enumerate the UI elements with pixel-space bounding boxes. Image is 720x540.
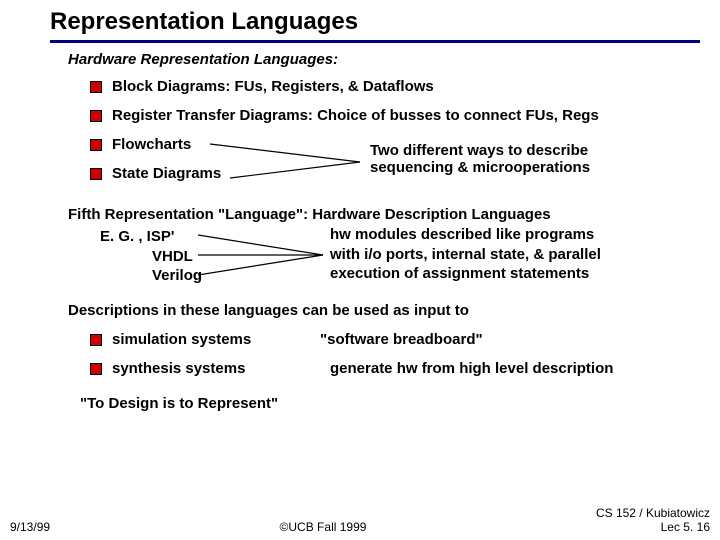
bullet-state-diagrams: State Diagrams <box>0 159 221 188</box>
fifth-representation-line: Fifth Representation "Language": Hardwar… <box>0 188 720 225</box>
hdl-examples-row: E. G. , ISP' VHDL Verilog hw modules des… <box>0 225 720 290</box>
bullet-flowcharts: Flowcharts <box>0 130 221 159</box>
eg-vhdl: VHDL <box>100 248 193 265</box>
bullet-simulation: simulation systems <box>0 325 251 354</box>
connector-lines-icon <box>198 225 338 285</box>
eg-head: E. G. , ISP' <box>100 228 174 245</box>
bullet-rtl: Register Transfer Diagrams: Choice of bu… <box>0 101 720 130</box>
synthesis-note: generate hw from high level description <box>330 360 613 377</box>
hw-desc-line1: hw modules described like programs <box>330 226 594 243</box>
simulation-note: "software breadboard" <box>320 331 483 348</box>
slide-title: Representation Languages <box>0 0 720 40</box>
footer-right-line1: CS 152 / Kubiatowicz <box>596 506 710 520</box>
footer-course: CS 152 / Kubiatowicz Lec 5. 16 <box>596 506 710 534</box>
bullet-icon <box>90 81 102 93</box>
synthesis-row: synthesis systems generate hw from high … <box>0 354 720 383</box>
hdl-examples-list: E. G. , ISP' VHDL Verilog <box>100 227 202 286</box>
connector-lines-icon <box>210 132 370 192</box>
bullet-icon <box>90 110 102 122</box>
seq-note-line1: Two different ways to describe <box>370 142 588 159</box>
footer: 9/13/99 ©UCB Fall 1999 CS 152 / Kubiatow… <box>0 506 720 534</box>
bullet-synthesis: synthesis systems <box>0 354 245 383</box>
hdl-description: hw modules described like programs with … <box>330 225 601 284</box>
bullet-text: Flowcharts <box>112 136 191 153</box>
design-quote: "To Design is to Represent" <box>0 383 720 412</box>
bullet-text: simulation systems <box>112 331 251 348</box>
bullet-icon <box>90 168 102 180</box>
bullet-text: State Diagrams <box>112 165 221 182</box>
bullet-icon <box>90 334 102 346</box>
descriptions-input-line: Descriptions in these languages can be u… <box>0 290 720 321</box>
bullet-text: Block Diagrams: FUs, Registers, & Datafl… <box>112 78 434 95</box>
footer-right-line2: Lec 5. 16 <box>661 520 710 534</box>
hw-desc-line2: with i/o ports, internal state, & parall… <box>330 246 601 263</box>
bullet-icon <box>90 139 102 151</box>
seq-note-line2: sequencing & microoperations <box>370 159 590 176</box>
bullet-icon <box>90 363 102 375</box>
bullet-block-diagrams: Block Diagrams: FUs, Registers, & Datafl… <box>0 72 720 101</box>
subtitle: Hardware Representation Languages: <box>0 43 720 72</box>
sequencing-note: Two different ways to describe sequencin… <box>370 142 590 176</box>
footer-copyright: ©UCB Fall 1999 <box>280 520 367 534</box>
hw-desc-line3: execution of assignment statements <box>330 265 589 282</box>
eg-verilog: Verilog <box>100 267 202 284</box>
bullet-text: Register Transfer Diagrams: Choice of bu… <box>112 107 599 124</box>
flow-state-group: Flowcharts State Diagrams Two different … <box>0 130 720 188</box>
footer-date: 9/13/99 <box>10 520 50 534</box>
simulation-row: simulation systems "software breadboard" <box>0 321 720 354</box>
bullet-text: synthesis systems <box>112 360 245 377</box>
